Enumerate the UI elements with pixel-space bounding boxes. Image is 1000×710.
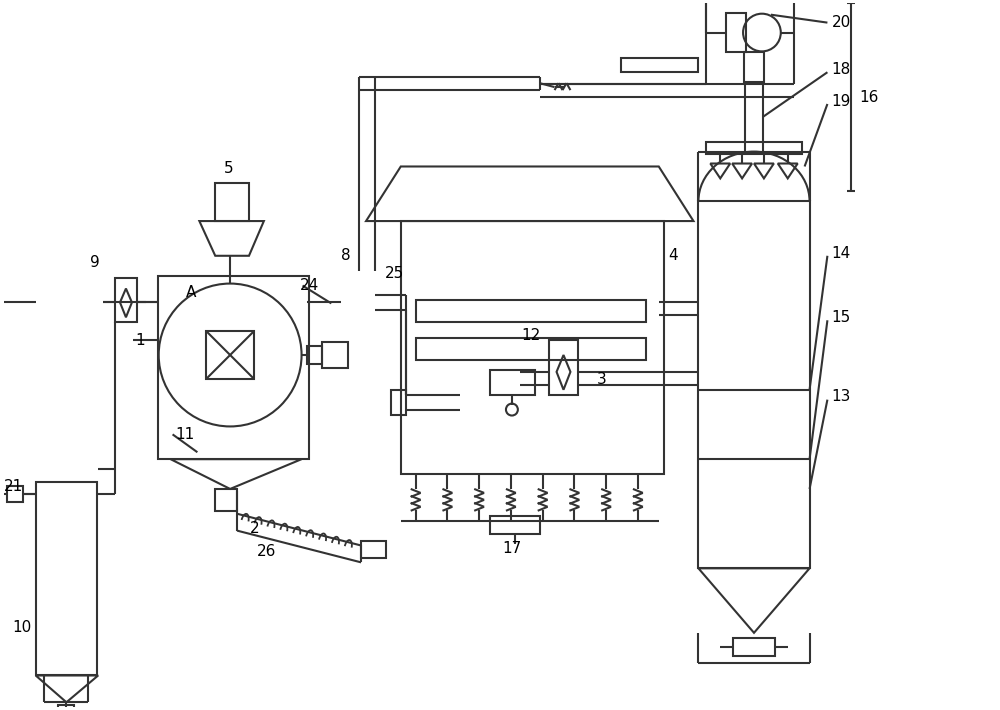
Text: 18: 18 <box>831 62 851 77</box>
Bar <box>490 370 535 395</box>
Bar <box>361 540 386 558</box>
Text: 16: 16 <box>859 89 879 104</box>
Bar <box>744 53 764 82</box>
Bar <box>726 13 746 53</box>
Text: 3: 3 <box>597 372 607 387</box>
Text: 4: 4 <box>669 248 678 263</box>
Text: 25: 25 <box>385 266 404 281</box>
Bar <box>215 489 237 510</box>
Text: 24: 24 <box>300 278 319 293</box>
Text: 14: 14 <box>831 246 851 261</box>
Text: 9: 9 <box>90 255 100 271</box>
Bar <box>36 482 97 675</box>
Bar <box>322 342 348 368</box>
Text: 8: 8 <box>341 248 351 263</box>
Text: 5: 5 <box>224 161 234 176</box>
Bar <box>621 58 698 72</box>
Text: 21: 21 <box>4 479 23 494</box>
Bar <box>391 390 406 415</box>
Bar <box>115 278 137 322</box>
Bar <box>158 275 309 459</box>
Text: 12: 12 <box>521 327 540 343</box>
Bar <box>58 705 74 710</box>
Bar <box>549 340 578 395</box>
Bar <box>416 300 646 322</box>
Bar <box>307 346 322 364</box>
Text: 13: 13 <box>831 389 851 404</box>
Bar <box>401 221 664 474</box>
Bar <box>490 515 540 534</box>
Text: 19: 19 <box>831 94 851 109</box>
Text: 1: 1 <box>135 332 145 348</box>
Text: 17: 17 <box>502 541 521 556</box>
Text: 26: 26 <box>257 544 276 559</box>
Bar <box>706 142 802 153</box>
Text: 15: 15 <box>831 310 851 324</box>
Text: 20: 20 <box>831 15 851 30</box>
Text: 10: 10 <box>12 621 31 635</box>
Bar <box>7 486 23 502</box>
Text: A: A <box>185 285 196 300</box>
Bar <box>206 331 254 379</box>
Bar <box>733 638 775 655</box>
Bar <box>215 183 249 221</box>
Text: 11: 11 <box>176 427 195 442</box>
Bar <box>698 201 810 568</box>
Bar <box>416 338 646 360</box>
Text: 2: 2 <box>250 521 260 536</box>
